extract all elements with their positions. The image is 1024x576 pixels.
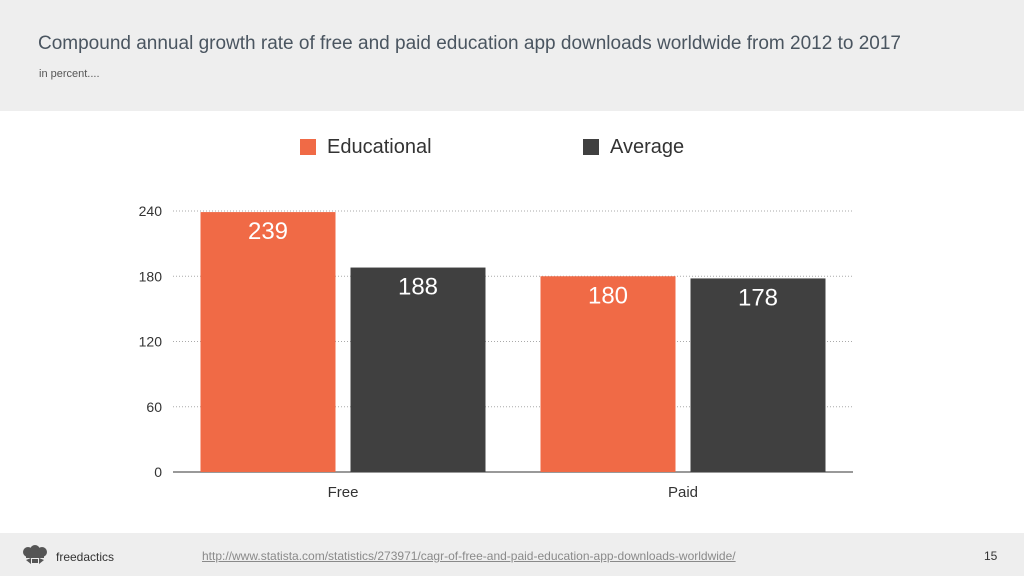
bar-educational-free	[200, 212, 336, 472]
y-tick-label: 0	[154, 464, 162, 480]
brand-name: freedactics	[56, 550, 115, 564]
legend-item-educational: Educational	[300, 136, 432, 158]
data-label: 178	[738, 284, 778, 311]
legend-label-educational: Educational	[327, 135, 432, 158]
chart-title: Compound annual growth rate of free and …	[38, 33, 901, 54]
x-tick-label: Free	[328, 484, 359, 501]
y-tick-label: 180	[139, 268, 163, 284]
legend-swatch-average	[583, 139, 599, 155]
bar-average-free	[350, 267, 486, 472]
chef-hat-logo-icon	[23, 545, 47, 564]
legend-label-average: Average	[610, 135, 685, 158]
header-band: Compound annual growth rate of free and …	[0, 0, 1024, 111]
page-number: 15	[984, 549, 998, 563]
data-label: 239	[248, 218, 288, 245]
legend-item-average: Average	[583, 136, 684, 158]
legend-swatch-educational	[300, 139, 316, 155]
bar-average-paid	[690, 278, 826, 472]
data-label: 188	[398, 274, 438, 301]
y-tick-label: 240	[139, 203, 163, 219]
x-tick-label: Paid	[668, 484, 698, 501]
data-label: 180	[588, 282, 628, 309]
bar-educational-paid	[540, 276, 676, 472]
footer-band: freedactics http://www.statista.com/stat…	[0, 533, 1024, 576]
y-tick-label: 60	[146, 399, 162, 415]
source-link[interactable]: http://www.statista.com/statistics/27397…	[202, 549, 736, 563]
y-tick-label: 120	[139, 334, 163, 350]
chart-subtitle: in percent....	[39, 68, 100, 80]
